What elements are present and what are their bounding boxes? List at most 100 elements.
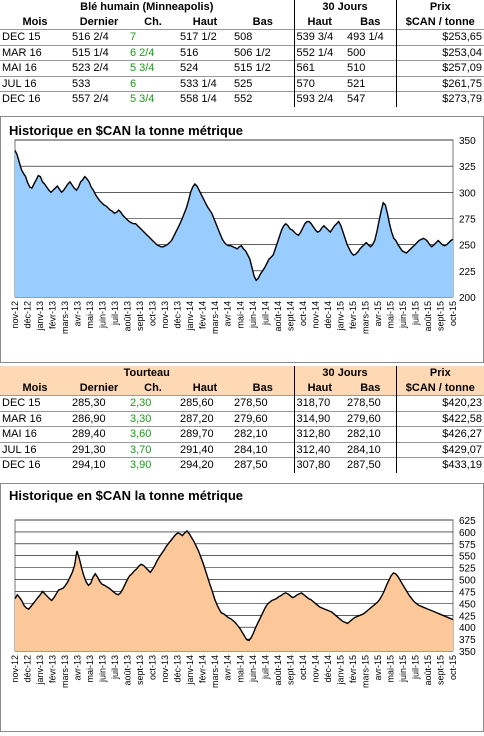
wheat-cell: 561 [293,60,345,76]
y-tick-label: 600 [459,528,476,539]
x-tick-label: avr-15 [373,301,383,327]
x-tick-label: févr-14 [198,655,208,683]
wheat-cell: 6 [128,75,178,92]
x-tick-label: mars-13 [60,301,70,334]
meal-cell: $420,23 [395,395,484,411]
wheat-history-svg: Historique en $CAN la tonne métrique 200… [9,123,476,334]
meal-cell: 278,50 [232,395,295,411]
wheat-30j-header: 30 Jours [293,0,396,15]
meal-title-row: Tourteau 30 Jours Prix [0,366,484,381]
meal-cell: 278,50 [345,395,397,411]
meal-cell: $433,19 [395,457,484,473]
x-tick-label: oct-13 [148,301,158,326]
meal-col-bas30: Bas [360,381,381,394]
meal-cell: DEC 15 [0,395,70,411]
meal-quote-row: DEC 16 294,10 3,90 294,20 287,50 307,80 287,50… [0,457,484,473]
wheat-cell: 521 [345,75,396,92]
y-tick-label: 450 [459,599,476,610]
x-tick-label: juil-13 [110,655,120,680]
wheat-cell: MAR 16 [0,44,70,61]
wheat-cell: MAI 16 [0,60,70,76]
x-tick-label: avr-14 [223,655,233,681]
wheat-cell: 524 [178,60,232,76]
meal-cell: 291,40 [178,441,232,458]
wheat-title: Blé humain (Minneapolis) [80,1,214,14]
x-tick-label: nov-12 [10,301,20,329]
x-tick-label: sept-15 [435,301,445,331]
x-tick-label: mars-13 [60,655,70,688]
meal-cell: 285,30 [70,395,128,411]
x-tick-label: avr-15 [373,655,383,681]
wheat-cell: 516 [178,44,232,61]
wheat-cell: 547 [345,91,396,107]
x-tick-label: sept-15 [435,655,445,685]
wheat-cell: 533 [70,75,128,92]
wheat-cell: 508 [232,29,294,45]
x-tick-label: oct-13 [148,655,158,680]
wheat-column-header-row: Mois Dernier Ch. Haut Bas Haut Bas $CAN … [0,14,484,30]
series-line [14,530,454,642]
meal-cell: 318,70 [293,395,346,411]
wheat-col-bas30: Bas [360,15,381,28]
meal-cell: 279,60 [345,410,397,427]
x-tick-label: nov-14 [310,655,320,683]
series-line [14,150,454,282]
y-tick-label: 300 [459,188,476,199]
meal-cell: 294,10 [70,457,128,473]
meal-cell: $426,27 [395,426,484,442]
wheat-cell: 5 3/4 [128,91,178,107]
x-tick-label: avr-13 [73,301,83,327]
wheat-cell: 517 1/2 [178,29,232,45]
meal-cell: 291,30 [70,441,128,458]
wheat-quote-row: MAR 16 515 1/4 6 2/4 516 506 1/2 552 1/4 500 $2… [0,44,484,61]
wheat-cell: 7 [128,29,178,45]
x-tick-label: nov-14 [310,301,320,329]
x-tick-label: août-13 [123,655,133,686]
meal-col-bas: Bas [252,381,273,394]
x-tick-label: déc-14 [323,655,333,683]
meal-quote-row: MAI 16 289,40 3,60 289,70 282,10 312,80 282,10… [0,426,484,442]
x-tick-label: mai-15 [385,301,395,329]
x-tick-label: sept-14 [285,655,295,685]
meal-cell: 2,30 [128,395,178,411]
x-tick-label: janv-13 [35,301,45,332]
y-tick-label: 200 [459,293,476,304]
x-tick-label: juin-13 [98,655,108,683]
meal-cell: MAR 16 [0,410,70,427]
x-tick-label: avr-14 [223,301,233,327]
meal-cell: 287,50 [345,457,397,473]
x-tick-label: déc-12 [23,655,33,683]
meal-cell: $422,58 [395,410,484,427]
x-tick-label: févr-14 [198,301,208,329]
x-tick-label: août-14 [273,301,283,332]
wheat-col-prix: $CAN / tonne [395,14,484,30]
y-tick-label: 250 [459,241,476,252]
x-tick-label: déc-13 [173,301,183,329]
y-tick-label: 475 [459,587,476,598]
x-tick-label: sept-14 [285,301,295,331]
series-area [15,150,453,297]
x-tick-label: oct-14 [298,655,308,680]
wheat-prix-header: Prix [395,0,484,15]
x-tick-label: août-15 [423,301,433,332]
wheat-cell: JUL 16 [0,75,70,92]
meal-title: Tourteau [123,367,170,380]
meal-cell: $429,07 [395,441,484,458]
y-tick-label: 275 [459,215,476,226]
meal-cell: MAI 16 [0,426,70,442]
x-tick-label: janv-15 [335,655,345,686]
meal-prix-header: Prix [395,366,484,381]
y-tick-label: 375 [459,635,476,646]
y-tick-label: 225 [459,267,476,278]
x-tick-label: août-14 [273,655,283,686]
y-tick-label: 350 [459,136,476,147]
y-tick-label: 625 [459,516,476,527]
meal-cell: 285,60 [178,395,232,411]
x-tick-label: juin-15 [398,655,408,683]
wheat-quote-row: DEC 16 557 2/4 5 3/4 558 1/4 552 593 2/4 547 $2… [0,91,484,107]
wheat-cell: 558 1/4 [178,91,232,107]
x-tick-label: mars-14 [210,655,220,688]
meal-cell: 3,60 [128,426,178,442]
y-tick-label: 425 [459,611,476,622]
meal-cell: JUL 16 [0,441,70,458]
